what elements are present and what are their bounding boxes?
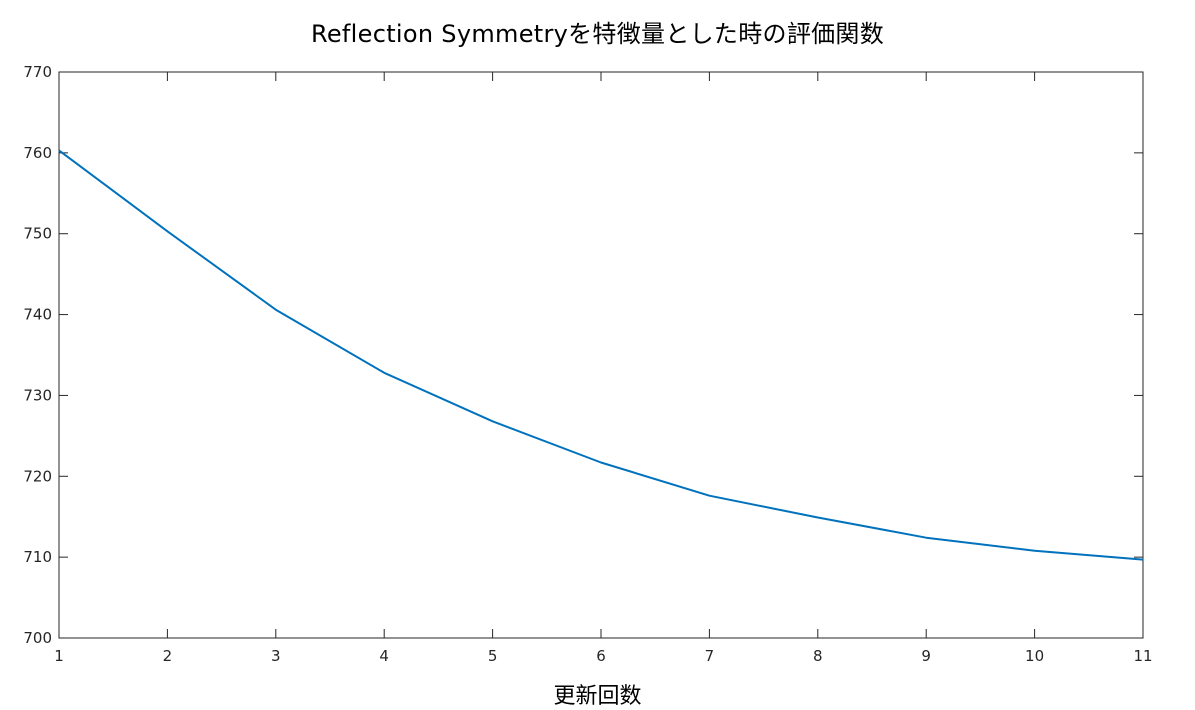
- chart-title: Reflection Symmetryを特徴量とした時の評価関数: [310, 20, 885, 48]
- y-tick-label: 720: [23, 467, 52, 485]
- x-tick-label: 2: [163, 647, 173, 665]
- x-tick-label: 11: [1133, 647, 1152, 665]
- y-tick-label: 750: [23, 225, 52, 243]
- x-tick-label: 1: [54, 647, 64, 665]
- x-tick-label: 5: [488, 647, 498, 665]
- x-tick-label: 9: [921, 647, 931, 665]
- y-tick-label: 700: [23, 629, 52, 647]
- x-tick-label: 3: [271, 647, 281, 665]
- x-tick-label: 8: [813, 647, 823, 665]
- y-tick-label: 730: [23, 386, 52, 404]
- x-tick-label: 4: [379, 647, 389, 665]
- y-tick-label: 770: [23, 63, 52, 81]
- axes-box: [58, 71, 1144, 639]
- y-tick-label: 740: [23, 306, 52, 324]
- x-tick-label: 7: [705, 647, 715, 665]
- chart-plot-area: 1 2 3 4 5 6 7 8 9 10 11 700 710 720 730 740 750 760 770: [23, 63, 1152, 665]
- y-tick-label: 760: [23, 144, 52, 162]
- chart-figure: Reflection Symmetryを特徴量とした時の評価関数 1 2 3 4 5 6 7…: [23, 20, 1153, 709]
- x-tick-label: 10: [1025, 647, 1044, 665]
- series-line: [58, 149, 1144, 561]
- y-tick-label: 710: [23, 548, 52, 566]
- x-axis-label: 更新回数: [553, 684, 642, 709]
- x-tick-label: 6: [596, 647, 606, 665]
